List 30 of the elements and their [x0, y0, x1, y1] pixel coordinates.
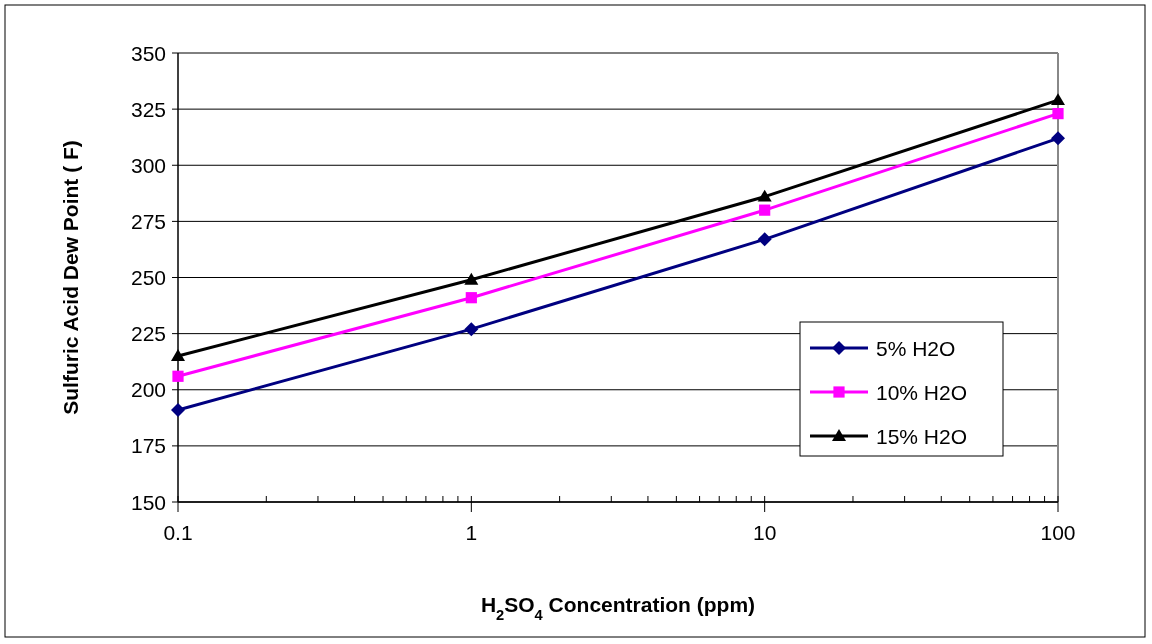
- y-tick-label: 200: [130, 378, 166, 402]
- legend-label: 5% H2O: [876, 336, 956, 360]
- y-tick-label: 300: [130, 153, 166, 177]
- point: [171, 349, 185, 361]
- y-tick-label: 325: [130, 97, 166, 121]
- point: [465, 292, 477, 304]
- point: [757, 232, 772, 247]
- x-tick-label: 0.1: [163, 521, 193, 544]
- y-axis-title: Sulfuric Acid Dew Point ( F): [59, 140, 82, 415]
- point: [172, 370, 184, 382]
- y-tick-label: 225: [130, 322, 166, 346]
- y-tick-label: 275: [130, 209, 166, 233]
- point: [1051, 131, 1065, 146]
- x-tick-label: 100: [1040, 521, 1076, 544]
- point: [759, 204, 771, 216]
- point: [464, 322, 479, 337]
- legend-label: 10% H2O: [876, 380, 968, 404]
- y-tick-label: 250: [130, 266, 166, 289]
- x-tick-label: 10: [752, 521, 777, 544]
- point: [1052, 108, 1064, 120]
- point: [757, 189, 772, 202]
- y-tick-label: 150: [130, 490, 166, 514]
- point: [1051, 93, 1065, 106]
- y-tick-label: 175: [130, 434, 166, 458]
- x-axis-title: H$_{2}$SO$_{4}$ Concentration (ppm): [480, 593, 756, 623]
- legend-label: 15% H2O: [876, 424, 968, 448]
- y-tick-label: 350: [130, 41, 166, 65]
- point: [464, 272, 479, 285]
- x-tick-label: 1: [465, 521, 478, 544]
- point: [171, 402, 185, 417]
